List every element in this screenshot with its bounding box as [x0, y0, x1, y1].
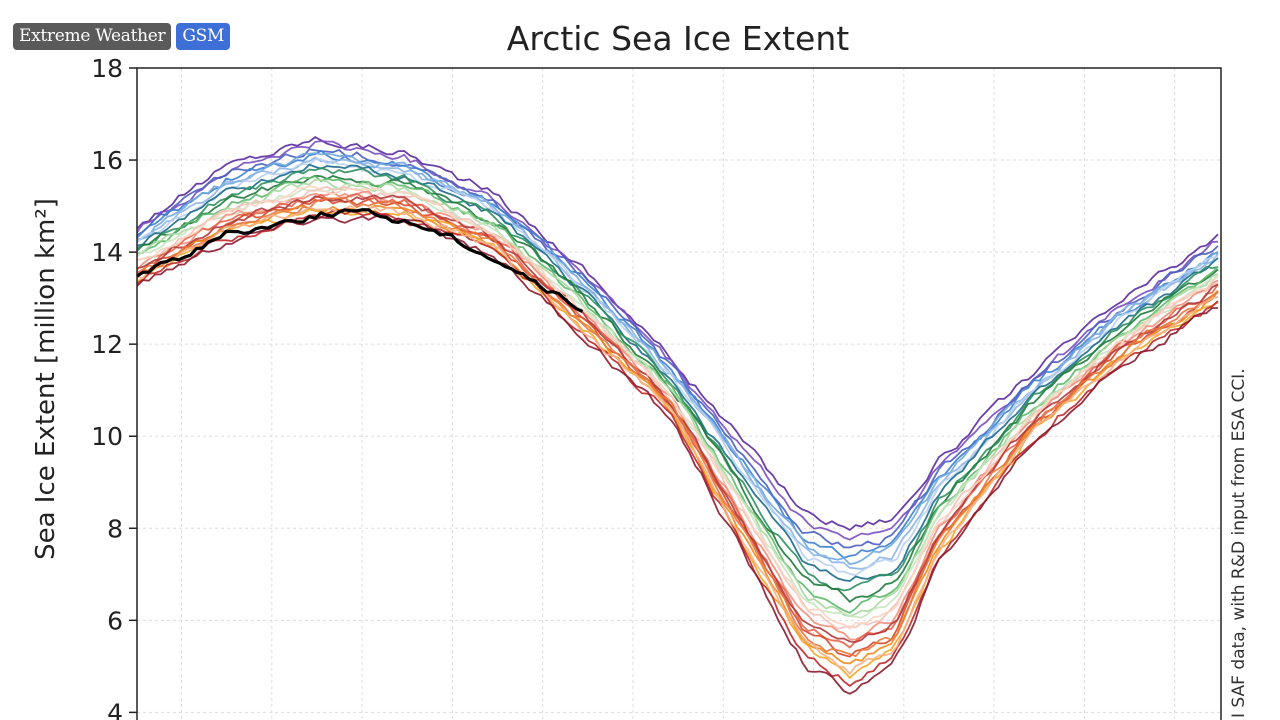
plot-frame: [136, 67, 1222, 720]
tag-extreme-weather[interactable]: Extreme Weather: [13, 23, 172, 50]
y-tick-label: 14: [91, 238, 123, 267]
historical-line: [136, 174, 1219, 603]
y-tick-label: 8: [107, 514, 123, 543]
historical-line: [136, 205, 1219, 676]
historical-line: [136, 208, 1219, 680]
historical-line: [136, 167, 1219, 592]
historical-line: [136, 178, 1219, 618]
current-series: [136, 208, 584, 313]
tag-list: Extreme Weather GSM: [13, 23, 231, 50]
tag-gsm[interactable]: GSM: [176, 23, 231, 50]
y-axis-label: Sea Ice Extent [million km²]: [31, 198, 61, 560]
historical-line: [136, 136, 1219, 531]
y-tick-label: 10: [91, 422, 123, 451]
historical-line: [136, 209, 1219, 688]
historical-line: [136, 148, 1219, 549]
y-axis: 4 6 8 10 12 14 16 18: [91, 54, 137, 720]
credit-text: I SAF data, with R&D input from ESA CCI.: [1229, 368, 1249, 718]
historical-line: [136, 185, 1219, 630]
historical-series: [136, 136, 1219, 695]
y-tick-label: 4: [107, 698, 123, 720]
historical-line: [136, 204, 1219, 665]
y-tick-label: 18: [91, 54, 123, 83]
y-tick-label: 16: [91, 146, 123, 175]
historical-line: [136, 163, 1219, 583]
chart-title: Arctic Sea Ice Extent: [507, 19, 849, 58]
current-year-line: [136, 208, 584, 313]
historical-line: [136, 214, 1219, 695]
y-tick-label: 6: [107, 606, 123, 635]
y-tick-label: 12: [91, 330, 123, 359]
